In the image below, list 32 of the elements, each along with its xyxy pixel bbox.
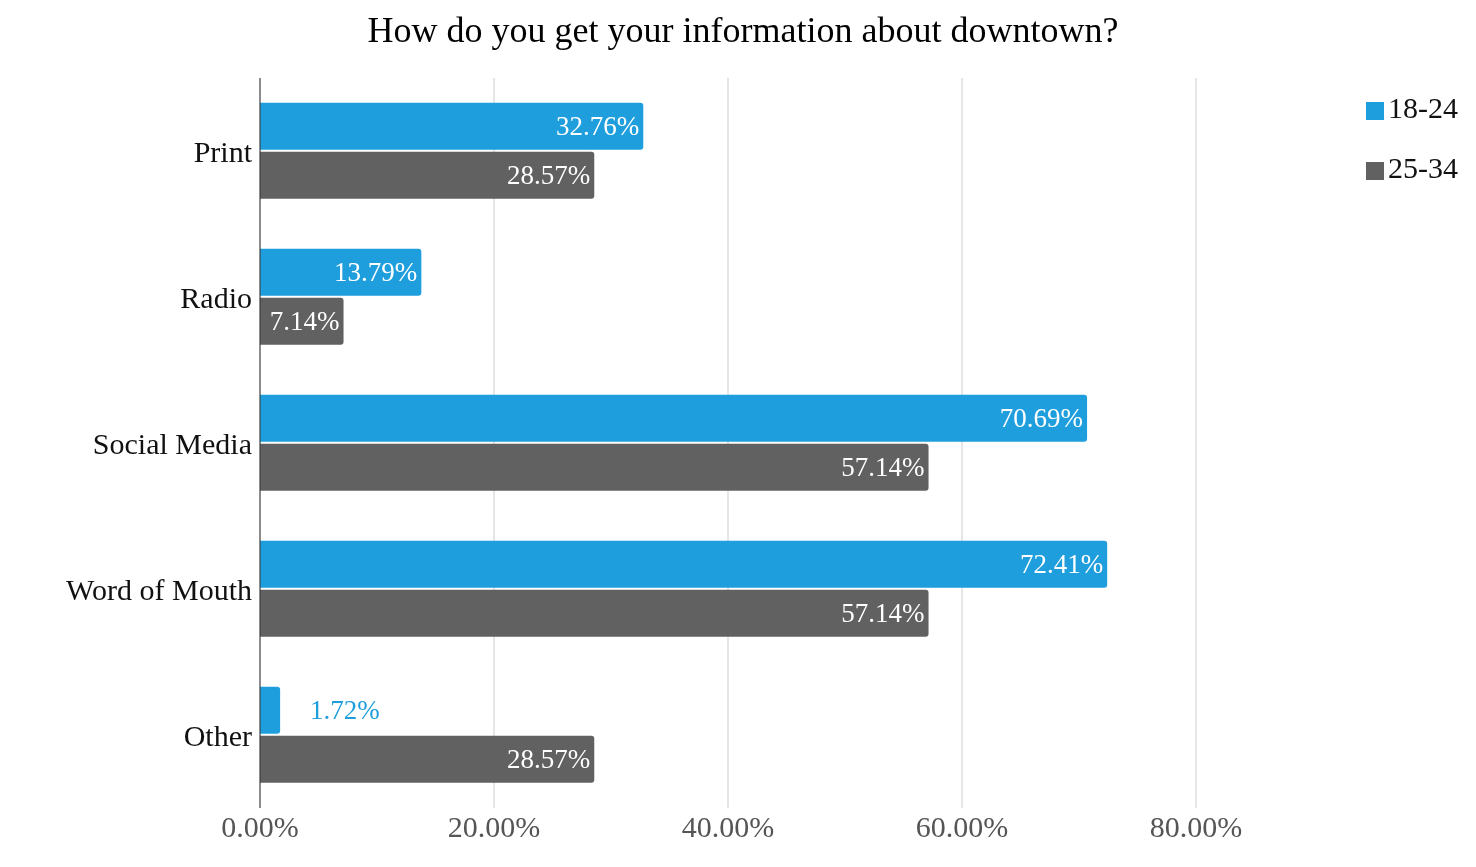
x-tick-label: 20.00% (447, 810, 541, 844)
bar (260, 589, 929, 637)
bar (260, 151, 595, 199)
chart-title: How do you get your information about downtown? (366, 9, 1120, 52)
y-tick-label: Radio (180, 280, 252, 314)
x-tick-label: 40.00% (681, 810, 775, 844)
data-label: 32.76% (556, 110, 640, 141)
data-label: 28.57% (507, 159, 591, 190)
bar (260, 443, 929, 491)
y-tick-label: Word of Mouth (66, 572, 252, 606)
legend-label: 18-24 (1388, 91, 1458, 124)
data-label: 57.14% (841, 597, 925, 628)
x-tick-label: 0.00% (221, 810, 299, 844)
bar (260, 540, 1108, 588)
legend-label: 25-34 (1388, 151, 1458, 184)
bar (260, 394, 1088, 442)
y-tick-label: Other (183, 718, 252, 752)
bar (260, 248, 422, 296)
y-tick-label: Print (193, 134, 253, 168)
bar (260, 735, 595, 783)
x-tick-label: 80.00% (1149, 810, 1243, 844)
data-label: 1.72% (310, 694, 380, 725)
x-tick-label: 60.00% (915, 810, 1009, 844)
bar (260, 686, 281, 734)
data-label: 70.69% (999, 402, 1084, 433)
data-label: 28.57% (507, 743, 591, 774)
bar (260, 102, 644, 150)
data-label: 7.14% (269, 305, 340, 336)
data-label: 72.41% (1019, 548, 1104, 579)
data-label: 57.14% (841, 451, 925, 482)
y-tick-label: Social Media (92, 426, 252, 460)
data-label: 13.79% (334, 256, 418, 287)
